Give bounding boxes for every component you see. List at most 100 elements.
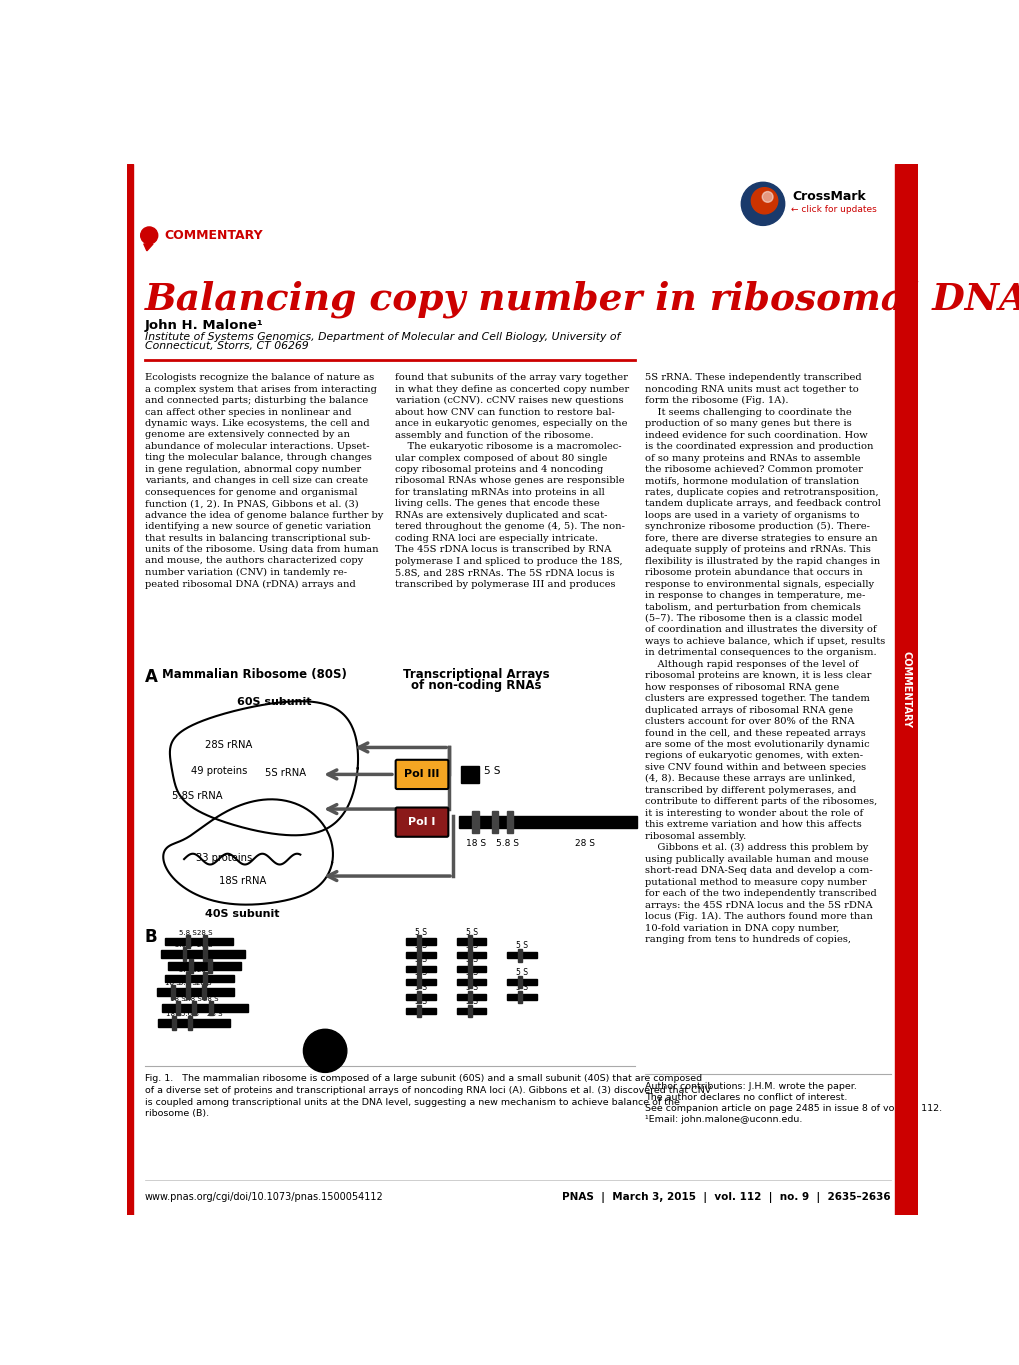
Bar: [203, 972, 207, 986]
Text: 28 S: 28 S: [202, 954, 217, 960]
Text: 49 proteins: 49 proteins: [191, 766, 248, 775]
Text: 28 S: 28 S: [197, 966, 213, 972]
Text: John H. Malone¹: John H. Malone¹: [145, 319, 263, 332]
Text: Balancing copy number in ribosomal DNA: Balancing copy number in ribosomal DNA: [145, 281, 1019, 318]
Text: Fig. 1.   The mammalian ribosome is composed of a large subunit (60S) and a smal: Fig. 1. The mammalian ribosome is compos…: [145, 1074, 710, 1118]
Text: 5.6 S: 5.6 S: [180, 1011, 198, 1017]
Bar: [417, 964, 421, 976]
Bar: [209, 1001, 213, 1014]
Bar: [407, 994, 435, 1001]
Bar: [417, 1005, 421, 1017]
Bar: [172, 1016, 176, 1031]
Text: Pol I: Pol I: [408, 818, 435, 827]
Text: COMMENTARY: COMMENTARY: [164, 229, 263, 242]
Bar: [186, 972, 191, 986]
Bar: [176, 1001, 180, 1014]
Bar: [468, 949, 471, 961]
Bar: [164, 938, 232, 946]
Text: 5 S: 5 S: [415, 955, 427, 964]
Bar: [186, 986, 191, 999]
Bar: [468, 935, 471, 947]
Bar: [182, 947, 186, 961]
Text: Transcriptional Arrays: Transcriptional Arrays: [403, 667, 549, 681]
Bar: [894, 164, 917, 1215]
Bar: [186, 935, 191, 949]
Bar: [203, 935, 207, 949]
Text: 5 S: 5 S: [484, 766, 500, 777]
Bar: [457, 966, 486, 972]
Text: 5.8 S: 5.8 S: [179, 966, 197, 972]
Circle shape: [141, 227, 158, 244]
Text: 5 S: 5 S: [415, 968, 427, 977]
Text: 28 S: 28 S: [206, 1011, 222, 1017]
Bar: [468, 991, 471, 1003]
Text: 5 S: 5 S: [415, 983, 427, 992]
Bar: [407, 966, 435, 972]
Text: 5.8S rRNA: 5.8S rRNA: [172, 792, 223, 801]
Text: 5 S: 5 S: [516, 983, 528, 992]
Text: The author declares no conflict of interest.: The author declares no conflict of inter…: [645, 1093, 847, 1102]
Bar: [457, 953, 486, 958]
Text: 5 S: 5 S: [465, 968, 477, 977]
Text: 18 S: 18 S: [170, 996, 185, 1002]
Bar: [461, 766, 479, 784]
Circle shape: [761, 191, 772, 202]
Bar: [157, 988, 234, 996]
Bar: [417, 935, 421, 947]
Text: 28 S: 28 S: [197, 930, 213, 935]
Text: 33 proteins: 33 proteins: [196, 853, 252, 863]
Bar: [457, 979, 486, 986]
Text: 28 S: 28 S: [196, 980, 211, 987]
Text: 5 S: 5 S: [465, 928, 477, 936]
Bar: [168, 962, 242, 971]
Text: 18 S: 18 S: [166, 1011, 181, 1017]
FancyBboxPatch shape: [395, 760, 448, 789]
Circle shape: [751, 187, 776, 214]
Text: 5.8 S: 5.8 S: [179, 980, 197, 987]
Bar: [468, 976, 471, 988]
Text: 5 S: 5 S: [415, 996, 427, 1006]
Bar: [506, 979, 536, 986]
Text: 5.8 S: 5.8 S: [495, 839, 519, 848]
Text: 5.8 S: 5.8 S: [184, 996, 202, 1002]
Text: Mammalian Ribosome (80S): Mammalian Ribosome (80S): [161, 667, 346, 681]
Bar: [203, 947, 207, 961]
Bar: [208, 960, 212, 973]
Bar: [518, 991, 522, 1003]
Polygon shape: [144, 244, 153, 251]
Bar: [506, 811, 513, 833]
Text: 5 S: 5 S: [465, 996, 477, 1006]
Text: 5 S: 5 S: [516, 968, 528, 977]
Text: Pol III: Pol III: [404, 770, 439, 779]
Bar: [518, 949, 522, 961]
Bar: [417, 949, 421, 961]
Bar: [468, 1005, 471, 1017]
Bar: [506, 994, 536, 1001]
Bar: [192, 1001, 196, 1014]
Bar: [161, 950, 245, 958]
Text: 5 S: 5 S: [465, 983, 477, 992]
Bar: [417, 976, 421, 988]
Bar: [491, 811, 497, 833]
Circle shape: [741, 183, 784, 225]
Text: 5S rRNA: 5S rRNA: [265, 768, 307, 778]
Text: 5.8 S: 5.8 S: [182, 954, 200, 960]
Text: 28 S: 28 S: [203, 996, 218, 1002]
Text: COMMENTARY: COMMENTARY: [901, 651, 911, 728]
Text: CrossMark: CrossMark: [792, 190, 865, 202]
Text: ¹Email: john.malone@uconn.edu.: ¹Email: john.malone@uconn.edu.: [645, 1115, 802, 1123]
Text: 5S rRNA. These independently transcribed
noncoding RNA units must act together t: 5S rRNA. These independently transcribed…: [645, 373, 884, 945]
Text: 5 S: 5 S: [465, 942, 477, 950]
Bar: [407, 938, 435, 945]
Text: 5.8 S: 5.8 S: [175, 942, 193, 947]
Text: 18 S: 18 S: [466, 839, 486, 848]
Text: 5 S: 5 S: [465, 955, 477, 964]
Bar: [407, 953, 435, 958]
Bar: [127, 164, 132, 1215]
Bar: [457, 994, 486, 1001]
Text: B: B: [145, 928, 157, 946]
Bar: [164, 975, 234, 983]
Text: www.pnas.org/cgi/doi/10.1073/pnas.1500054112: www.pnas.org/cgi/doi/10.1073/pnas.150005…: [145, 1192, 383, 1201]
Text: 60S subunit: 60S subunit: [237, 698, 312, 707]
Text: 40S subunit: 40S subunit: [205, 909, 279, 919]
